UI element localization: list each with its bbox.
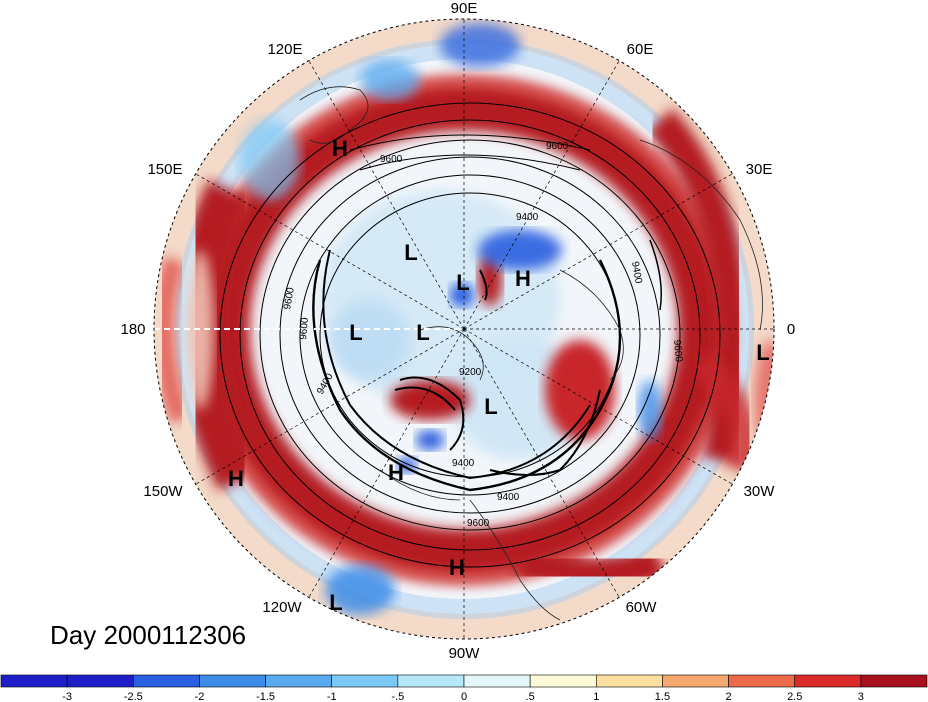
contour-label: 9600 <box>380 154 403 165</box>
lon-label-60e: 60E <box>627 41 654 58</box>
low-center: L <box>456 270 469 295</box>
lon-label-0: 0 <box>787 321 795 338</box>
colorbar-swatch <box>794 674 862 688</box>
colorbar-swatch <box>265 674 333 688</box>
colorbar-swatch <box>331 674 399 688</box>
low-center: L <box>416 320 429 345</box>
colorbar-swatch <box>463 674 531 688</box>
low-center: L <box>329 590 342 615</box>
colorbar-swatch <box>529 674 597 688</box>
height-contours <box>219 102 721 568</box>
colorbar-tick-label: -2.5 <box>124 691 143 702</box>
colorbar-swatch <box>595 674 663 688</box>
colorbar-ticks: -3 -2.5 -2 -1.5 -1 -.5 0 .5 1 1.5 2 2.5 3 <box>62 691 864 702</box>
map-boundary <box>153 18 775 640</box>
colorbar-swatch <box>199 674 266 688</box>
low-center: L <box>756 340 769 365</box>
colorbar-tick-label: -1.5 <box>256 691 275 702</box>
date-label: Day 2000112306 <box>50 620 247 650</box>
contour-label: 9600 <box>546 141 569 152</box>
colorbar-swatch <box>132 674 200 688</box>
colorbar-swatch <box>662 674 729 688</box>
contour-label: 9400 <box>497 492 520 503</box>
contour-label: 9600 <box>282 286 297 310</box>
colorbar-tick-label: 0 <box>461 691 467 702</box>
colorbar-tick-label: 2.5 <box>787 691 802 702</box>
colorbar-tick-label: 3 <box>858 691 864 702</box>
lon-label-150w: 150W <box>143 483 183 500</box>
low-center: L <box>349 320 362 345</box>
lon-label-60w: 60W <box>626 599 658 616</box>
high-center: H <box>332 136 348 161</box>
polar-map: 90E 60E 30E 0 30W 60W 90W 120W 150W 180 … <box>120 0 795 662</box>
contour-label: 9400 <box>516 212 539 223</box>
colorbar-tick-label: -1 <box>327 691 337 702</box>
high-center: H <box>388 460 404 485</box>
contour-label: 9400 <box>629 261 644 285</box>
colorbar-tick-label: 2 <box>726 691 732 702</box>
contour-label: 9600 <box>467 518 490 529</box>
lon-label-120w: 120W <box>262 599 302 616</box>
low-center: L <box>404 240 417 265</box>
pressure-centers: H L L H L L L L H H L H <box>228 136 770 615</box>
contour-label: 9200 <box>459 367 482 378</box>
high-center: H <box>228 466 244 491</box>
colorbar-swatch <box>0 674 68 688</box>
colorbar-tick-label: .5 <box>526 691 535 702</box>
colorbar-swatch <box>860 674 928 688</box>
contour-label: 9600 <box>298 317 311 341</box>
lon-label-150e: 150E <box>147 161 182 178</box>
lon-label-120e: 120E <box>267 41 302 58</box>
colorbar-tick-label: -3 <box>62 691 72 702</box>
colorbar-swatches <box>0 674 928 688</box>
colorbar-tick-label: 1.5 <box>655 691 670 702</box>
lon-label-180: 180 <box>120 321 145 338</box>
colorbar-tick-label: -2 <box>195 691 205 702</box>
colorbar-tick-label: -.5 <box>391 691 404 702</box>
colorbar: -3 -2.5 -2 -1.5 -1 -.5 0 .5 1 1.5 2 2.5 3 <box>0 674 928 702</box>
high-center: H <box>515 266 531 291</box>
colorbar-swatch <box>397 674 465 688</box>
lon-label-30e: 30E <box>746 161 773 178</box>
contour-label: 9400 <box>452 458 475 469</box>
meridians <box>195 19 774 639</box>
contour-label: 9600 <box>671 339 684 363</box>
colorbar-swatch <box>66 674 134 688</box>
colorbar-tick-label: 1 <box>593 691 599 702</box>
lon-label-30w: 30W <box>744 483 776 500</box>
longitude-labels: 90E 60E 30E 0 30W 60W 90W 120W 150W 180 … <box>120 0 795 662</box>
colorbar-swatch <box>728 674 796 688</box>
high-center: H <box>449 555 465 580</box>
lon-label-90e: 90E <box>451 0 478 17</box>
low-center: L <box>484 394 497 419</box>
lon-label-90w: 90W <box>449 645 481 662</box>
